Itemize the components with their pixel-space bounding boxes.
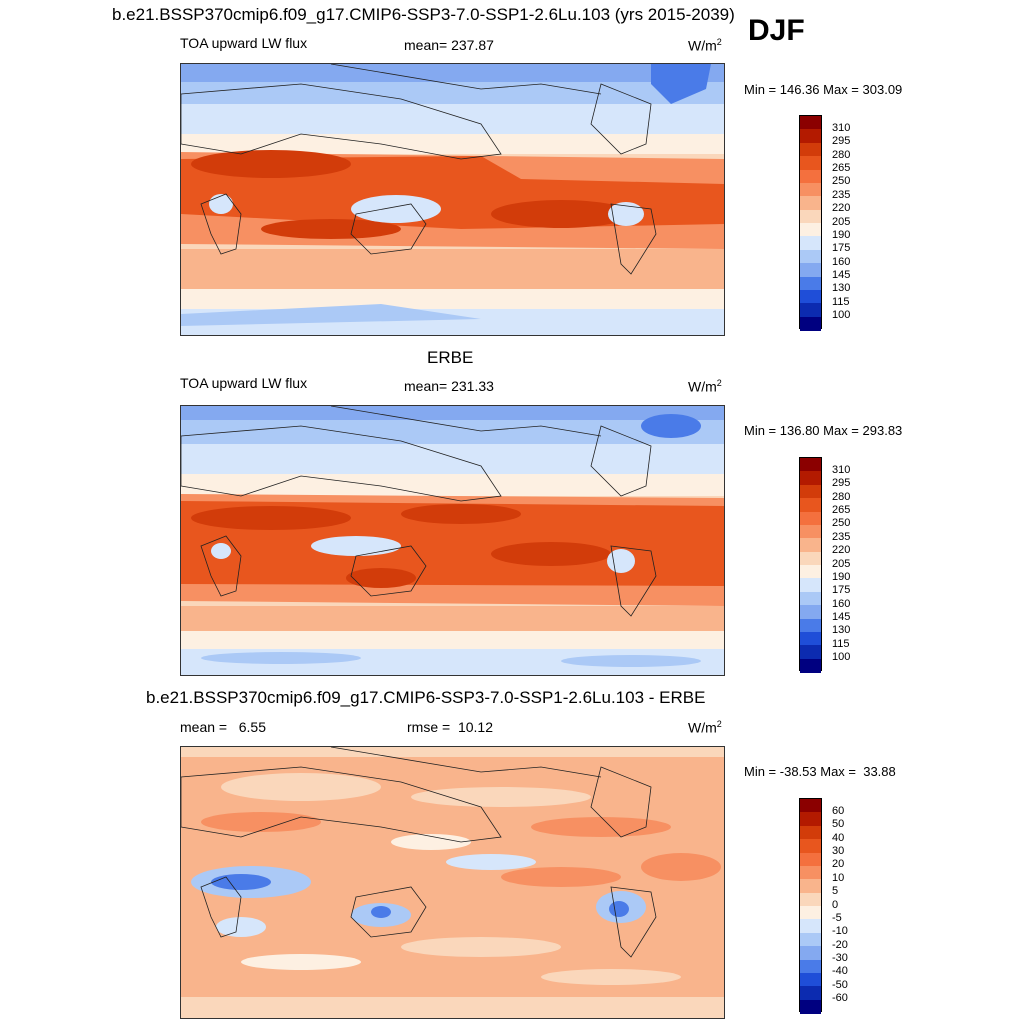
panel1-colorbar-tick-label: 235 — [832, 188, 851, 201]
panel2-colorbar-tick-label: 130 — [832, 624, 851, 637]
panel2-colorbar-swatch — [800, 658, 821, 673]
panel3-colorbar-tick-label: -60 — [832, 992, 848, 1005]
panel1-colorbar-tick-label: 130 — [832, 282, 851, 295]
panel1-colorbar-tick-label: 190 — [832, 228, 851, 241]
panel1-colorbar-tick-label: 115 — [832, 295, 850, 308]
panel1-colorbar-tick-label: 145 — [832, 269, 851, 281]
panel2-colorbar-tick-label: 220 — [832, 544, 851, 557]
panel2-colorbar-tick-label: 175 — [832, 584, 851, 597]
panel3-map — [180, 746, 725, 1019]
panel3-colorbar-tick-label: 40 — [832, 831, 845, 844]
panel1-colorbar-tick-label: 100 — [832, 309, 851, 322]
season-label: DJF — [748, 14, 805, 47]
panel1-colorbar: 310 295 280 265 250 235 220 205 190 175 160 145 130 1… — [799, 115, 879, 331]
panel1-colorbar-tick-label: 250 — [832, 175, 851, 188]
panel2-colorbar-tick-label: 145 — [832, 611, 851, 623]
panel3-colorbar-tick-label: -30 — [832, 952, 848, 964]
panel1-map-field — [181, 64, 724, 335]
panel2-map — [180, 405, 725, 676]
panel1-map — [180, 63, 725, 336]
panel3-title: b.e21.BSSP370cmip6.f09_g17.CMIP6-SSP3-7.… — [146, 688, 706, 707]
panel1-colorbar-tick-label: 310 — [832, 121, 851, 134]
panel2-map-field — [181, 406, 724, 675]
panel1-colorbar-tick-label: 175 — [832, 242, 851, 255]
panel1-colorbar-swatches — [799, 115, 822, 331]
panel2-variable-label: TOA upward LW flux — [180, 375, 308, 391]
panel3-colorbar-tick-label: 30 — [832, 845, 845, 857]
panel3-colorbar-tick-label: -40 — [832, 965, 848, 978]
panel2-colorbar-tick-label: 205 — [832, 557, 851, 570]
panel3-coastlines — [181, 747, 657, 958]
panel2-title: ERBE — [427, 348, 474, 367]
panel3-units: W/m2 — [688, 719, 722, 736]
panel3-colorbar-tick-label: -10 — [832, 925, 848, 938]
panel1-colorbar-tick-label: 265 — [832, 162, 851, 174]
panel1-colorbar-tick-label: 205 — [832, 215, 851, 228]
panel2-colorbar-tick-label: 310 — [832, 463, 851, 476]
panel1-mean-label: mean= 237.87 — [404, 37, 494, 53]
panel2-colorbar-swatches — [799, 457, 822, 673]
panel3-colorbar-swatch — [800, 999, 821, 1014]
panel2-mean-label: mean= 231.33 — [404, 378, 494, 394]
panel2-colorbar-tick-label: 160 — [832, 597, 851, 610]
panel3-colorbar-tick-label: -50 — [832, 978, 848, 991]
panel3-colorbar-tick-label: 10 — [832, 871, 845, 884]
panel1-units: W/m2 — [688, 37, 722, 54]
panel3-colorbar-tick-label: -5 — [832, 911, 842, 924]
panel3-rmse-label: rmse = 10.12 — [407, 719, 493, 735]
panel1-colorbar-tick-label: 160 — [832, 255, 851, 268]
panel1-coastlines — [181, 64, 657, 275]
panel3-colorbar-tick-label: 50 — [832, 818, 845, 831]
panel2-coastlines — [181, 406, 657, 617]
panel1-colorbar-tick-label: 295 — [832, 135, 851, 148]
panel2-colorbar-tick-label: 235 — [832, 530, 851, 543]
panel3-map-field — [181, 747, 724, 1018]
panel2-colorbar-tick-label: 115 — [832, 637, 850, 650]
panel2-minmax: Min = 136.80 Max = 293.83 — [744, 423, 903, 438]
panel2-colorbar-tick-label: 295 — [832, 477, 851, 490]
panel2-colorbar-tick-label: 190 — [832, 570, 851, 583]
panel3-colorbar-tick-label: 5 — [832, 885, 839, 898]
panel1-title: b.e21.BSSP370cmip6.f09_g17.CMIP6-SSP3-7.… — [112, 5, 735, 24]
panel2-colorbar-tick-label: 280 — [832, 490, 851, 503]
panel3-mean-label: mean = 6.55 — [180, 719, 267, 735]
panel2-units: W/m2 — [688, 378, 722, 395]
panel2-colorbar: 310 295 280 265 250 235 220 205 190 175 160 145 130 1… — [799, 457, 879, 673]
panel2-colorbar-tick-label: 250 — [832, 517, 851, 530]
panel1-colorbar-swatch — [800, 316, 821, 331]
panel3-colorbar-tick-label: -20 — [832, 938, 848, 951]
panel1-colorbar-tick-label: 280 — [832, 148, 851, 161]
panel3-colorbar-tick-label: 20 — [832, 858, 845, 871]
panel3-colorbar: 60 50 40 30 20 10 5 0 -5 -10 -20 -30 -40 -50 -60 — [799, 798, 879, 1014]
panel3-colorbar-swatches — [799, 798, 822, 1014]
panel1-minmax: Min = 146.36 Max = 303.09 — [744, 82, 903, 97]
panel3-minmax: Min = -38.53 Max = 33.88 — [744, 764, 896, 779]
panel3-colorbar-tick-label: 0 — [832, 898, 839, 911]
panel1-variable-label: TOA upward LW flux — [180, 35, 308, 51]
panel1-colorbar-tick-label: 220 — [832, 202, 851, 215]
panel2-colorbar-tick-label: 100 — [832, 651, 851, 664]
panel2-colorbar-tick-label: 265 — [832, 504, 851, 516]
panel3-colorbar-tick-label: 60 — [832, 804, 845, 817]
